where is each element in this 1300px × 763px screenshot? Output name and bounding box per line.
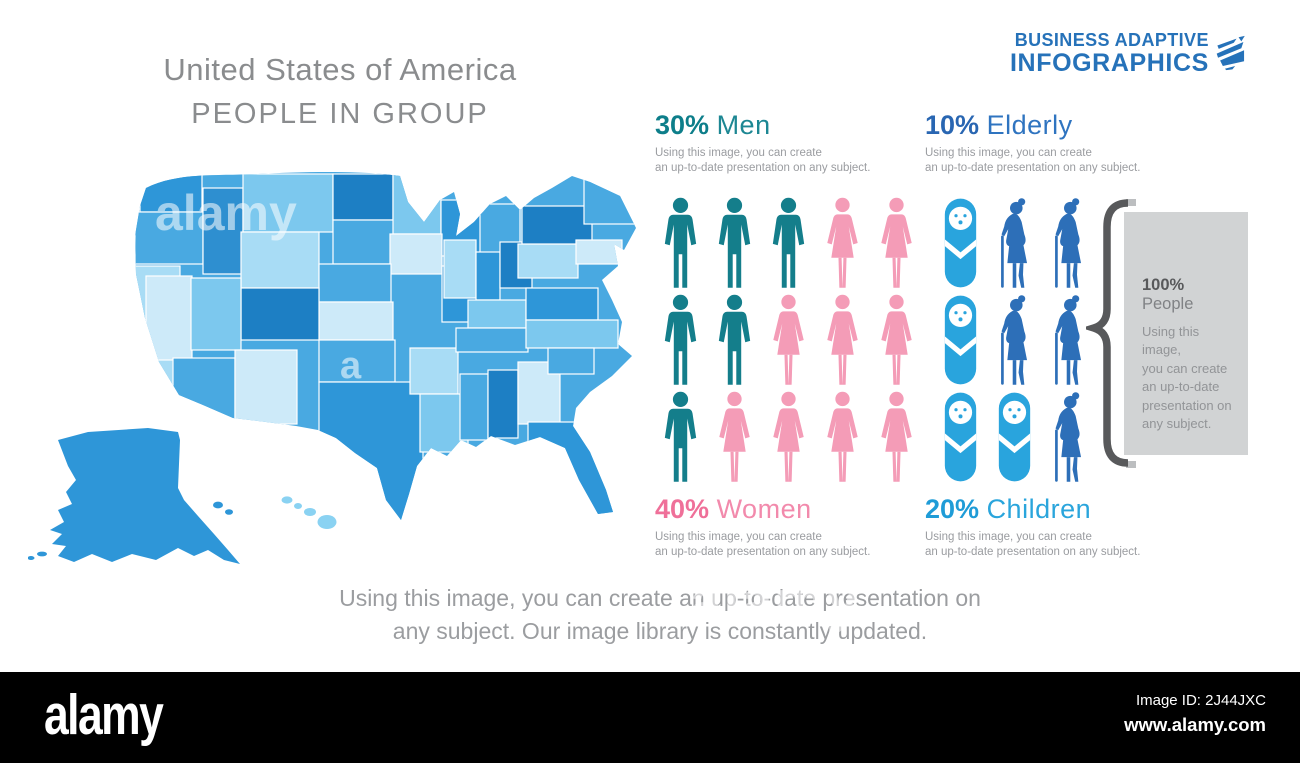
stat-elderly-percent: 10% [925, 110, 980, 140]
watermark-info: Image ID: 2J44JXC www.alamy.com [1124, 692, 1266, 736]
brand-logo-line2: INFOGRAPHICS [1010, 48, 1209, 77]
woman-icon [869, 196, 923, 290]
alamy-url: www.alamy.com [1124, 714, 1266, 735]
summary-box: 100% People Using this image, you can cre… [1124, 212, 1248, 455]
summary-line: any subject. [1142, 416, 1212, 432]
svg-text:alamy: alamy [155, 185, 297, 241]
elderly-icon [987, 196, 1041, 290]
page-title: United States of America PEOPLE IN GROUP [80, 52, 600, 131]
pictogram-row [653, 293, 1095, 390]
woman-icon [815, 196, 869, 290]
bottom-caption: Using this image, you can create an up-t… [140, 582, 1180, 647]
summary-line: presentation on [1142, 397, 1232, 413]
brand-logo-line1: BUSINESS ADAPTIVE [1014, 30, 1209, 50]
stat-women-label: Women [716, 494, 812, 524]
brand-logo-text: BUSINESS ADAPTIVE INFOGRAPHICS [1010, 31, 1209, 76]
summary-line: you can create [1142, 360, 1228, 376]
summary-label: People [1142, 295, 1194, 313]
stat-children-percent: 20% [925, 494, 980, 524]
stat-children: 20% Children Using this image, you can c… [925, 494, 1205, 560]
striped-flag-icon [1216, 36, 1245, 71]
woman-icon [707, 390, 761, 484]
lower48 [135, 172, 636, 520]
woman-icon [815, 390, 869, 484]
baby-icon [933, 293, 987, 387]
stat-men-label: Men [716, 110, 771, 140]
man-icon [653, 196, 707, 290]
woman-icon [869, 390, 923, 484]
brand-logo: BUSINESS ADAPTIVE INFOGRAPHICS [1010, 31, 1246, 76]
woman-icon [815, 293, 869, 387]
caption-line2: any subject. Our image library is consta… [392, 617, 928, 644]
man-icon [761, 196, 815, 290]
woman-icon [761, 293, 815, 387]
summary-percent: 100% [1142, 276, 1185, 294]
summary-title: 100% People [1142, 276, 1238, 314]
title-line1: United States of America [163, 52, 517, 87]
svg-text:a: a [340, 345, 362, 387]
pictogram-row [653, 390, 1095, 487]
man-icon [653, 390, 707, 484]
pictogram-row [653, 196, 1095, 293]
stat-women-percent: 40% [655, 494, 710, 524]
baby-icon [933, 390, 987, 484]
stat-elderly-desc: Using this image, you can create an up-to… [925, 147, 1141, 175]
man-icon [707, 196, 761, 290]
stat-men-desc: Using this image, you can create an up-to… [655, 147, 871, 175]
baby-icon [987, 390, 1041, 484]
us-map: alamy a [28, 172, 636, 564]
stat-elderly: 10% Elderly Using this image, you can cr… [925, 110, 1205, 176]
stat-women-desc: Using this image, you can create an up-to… [655, 531, 871, 559]
stat-children-label: Children [986, 494, 1092, 524]
summary-line: Using this image, [1142, 324, 1200, 358]
man-icon [707, 293, 761, 387]
image-id: Image ID: 2J44JXC [1135, 692, 1266, 709]
pictogram-grid [653, 196, 1095, 487]
grouping-brace [1086, 199, 1136, 468]
alaska [28, 428, 240, 564]
stat-men: 30% Men Using this image, you can create… [655, 110, 935, 176]
stat-men-percent: 30% [655, 110, 710, 140]
stat-children-desc: Using this image, you can create an up-to… [925, 531, 1141, 559]
woman-icon [761, 390, 815, 484]
man-icon [653, 293, 707, 387]
stat-women: 40% Women Using this image, you can crea… [655, 494, 935, 560]
hawaii [281, 496, 337, 529]
alamy-logo: alamy [44, 683, 164, 747]
baby-icon [933, 196, 987, 290]
caption-line1: Using this image, you can create an up-t… [339, 585, 981, 611]
elderly-icon [987, 293, 1041, 387]
stat-elderly-label: Elderly [986, 110, 1073, 140]
woman-icon [869, 293, 923, 387]
watermark-bar: alamy Image ID: 2J44JXC www.alamy.com [0, 672, 1300, 763]
map-watermark: alamy a [155, 185, 362, 387]
summary-lines: Using this image, you can create an up-to-… [1142, 323, 1238, 434]
summary-line: an up-to-date [1142, 379, 1220, 395]
title-line2: PEOPLE IN GROUP [191, 98, 489, 130]
